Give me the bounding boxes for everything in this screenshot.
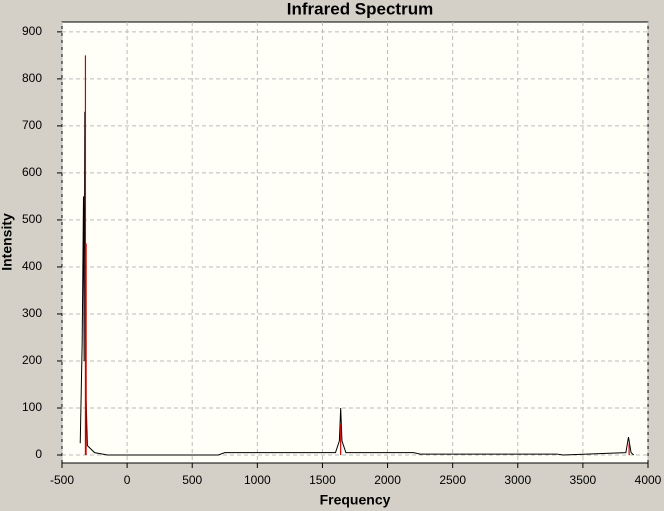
chart-title: Infrared Spectrum — [287, 0, 433, 18]
x-tick-label: 500 — [182, 473, 202, 487]
x-tick-label: 2500 — [439, 473, 466, 487]
y-tick-label: 100 — [22, 400, 42, 414]
x-tick-label: 1000 — [244, 473, 271, 487]
y-tick-label: 900 — [22, 24, 42, 38]
plot-area — [61, 21, 649, 464]
y-tick-label: 0 — [35, 447, 42, 461]
y-tick-label: 700 — [22, 118, 42, 132]
x-tick-label: 3500 — [570, 473, 597, 487]
x-tick-label: 4000 — [635, 473, 662, 487]
y-tick-label: 500 — [22, 212, 42, 226]
x-tick-label: 2000 — [374, 473, 401, 487]
x-tick-label: 1500 — [309, 473, 336, 487]
x-axis-label: Frequency — [320, 492, 391, 508]
y-tick-label: 800 — [22, 71, 42, 85]
y-tick-label: 200 — [22, 353, 42, 367]
x-tick-label: 3000 — [504, 473, 531, 487]
x-tick-label: -500 — [50, 473, 74, 487]
y-tick-label: 400 — [22, 259, 42, 273]
spectrum-line — [79, 111, 635, 456]
x-tick-label: 0 — [124, 473, 131, 487]
y-tick-label: 300 — [22, 306, 42, 320]
y-axis-label: Intensity — [0, 213, 15, 271]
y-tick-label: 600 — [22, 165, 42, 179]
